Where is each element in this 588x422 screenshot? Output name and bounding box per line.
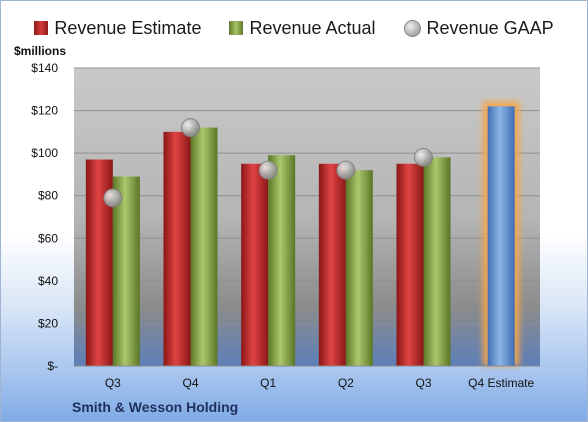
x-tick-label: Q3 [415,376,431,390]
legend-swatch-estimate [34,21,49,35]
bar-revenue-estimate [318,163,346,366]
legend: Revenue Estimate Revenue Actual Revenue … [0,10,588,46]
bar-revenue-actual [423,157,451,366]
y-tick-label: $120 [31,104,58,118]
legend-label-estimate: Revenue Estimate [54,17,202,38]
y-axis-title: $millions [14,44,67,58]
bar-revenue-estimate [396,163,424,366]
x-tick-label: Q4 Estimate [468,376,534,390]
plot-area [74,68,540,366]
x-tick-label: Q4 [182,376,198,390]
y-tick-label: $- [47,359,58,373]
legend-item-gaap: Revenue GAAP [403,17,554,39]
point-revenue-gaap [181,118,200,138]
legend-label-gaap: Revenue GAAP [426,17,554,38]
x-tick-label: Q3 [105,376,121,390]
bar-q4-estimate [487,106,515,367]
point-revenue-gaap [258,160,278,180]
bar-revenue-actual [268,155,296,366]
bar-revenue-actual [190,127,218,366]
x-tick-label: Q1 [260,376,276,390]
bar-revenue-actual [345,170,373,366]
x-axis-ticks: Q3 Q4 Q1 Q2 Q3 Q4 Estimate [105,376,535,390]
y-axis-ticks: $- $20 $40 $60 $80 $100 $120 $140 [31,61,58,373]
y-tick-label: $100 [31,146,58,160]
bar-revenue-actual [112,176,140,366]
legend-swatch-gaap [403,19,421,37]
legend-item-actual: Revenue Actual [229,17,376,39]
x-tick-label: Q2 [338,376,354,390]
y-tick-label: $140 [31,61,58,75]
legend-swatch-actual [229,21,244,35]
company-name: Smith & Wesson Holding [72,399,239,415]
y-tick-label: $60 [38,231,58,245]
y-tick-label: $40 [38,274,58,288]
point-revenue-gaap [414,147,433,167]
point-revenue-gaap [103,188,123,208]
y-tick-label: $20 [38,316,58,330]
bar-revenue-estimate [163,131,191,366]
bar-revenue-estimate [241,163,269,366]
legend-label-actual: Revenue Actual [249,17,376,38]
point-revenue-gaap [336,160,356,180]
legend-item-estimate: Revenue Estimate [34,18,201,39]
bars [85,101,520,367]
gaap-points [103,118,433,208]
y-tick-label: $80 [38,189,58,203]
